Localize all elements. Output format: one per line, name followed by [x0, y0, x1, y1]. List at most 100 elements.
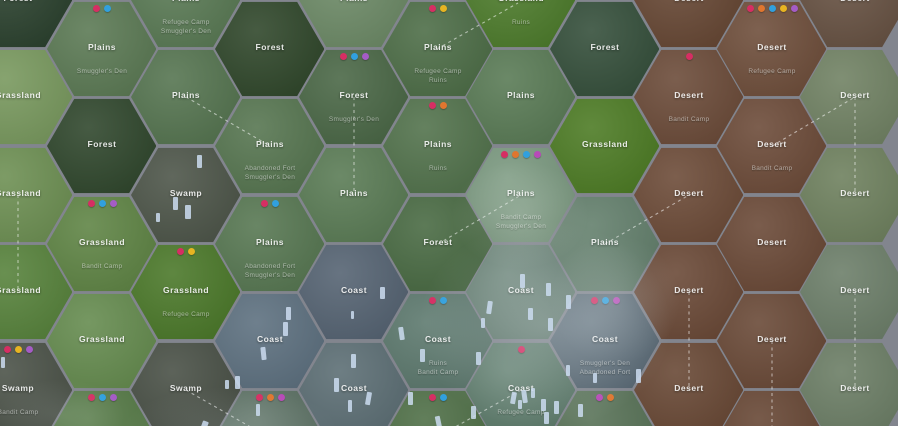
route-line — [436, 2, 519, 50]
unit-dot-pink[interactable] — [177, 248, 184, 255]
unit-dot-blue[interactable] — [768, 5, 776, 12]
debris-marker — [577, 403, 583, 417]
unit-dot-pink[interactable] — [746, 5, 754, 12]
debris-marker — [518, 399, 522, 409]
unit-dot-orange[interactable] — [440, 102, 447, 109]
unit-dot-yellow[interactable] — [779, 5, 787, 12]
unit-dot-pink[interactable] — [429, 102, 436, 109]
unit-dot-orange[interactable] — [266, 394, 274, 401]
unit-dot-orange[interactable] — [607, 394, 614, 401]
unit-dot-pink[interactable] — [87, 394, 95, 401]
debris-marker — [527, 308, 533, 320]
debris-marker — [470, 405, 476, 419]
unit-dot-yellow[interactable] — [188, 248, 195, 255]
unit-dot-pink[interactable] — [429, 297, 436, 304]
route-line — [185, 389, 250, 426]
unit-dot-purple[interactable] — [790, 5, 798, 12]
debris-marker — [419, 348, 425, 362]
unit-dot-magenta[interactable] — [612, 297, 620, 304]
debris-marker — [545, 282, 551, 296]
debris-marker — [256, 404, 260, 416]
unit-dot-blue[interactable] — [98, 200, 106, 207]
unit-dot-magenta[interactable] — [277, 394, 285, 401]
unit-dot-pink[interactable] — [87, 200, 95, 207]
unit-dot-pink[interactable] — [517, 346, 525, 353]
unit-dot-yellow[interactable] — [14, 346, 22, 353]
unit-dot-pink[interactable] — [429, 5, 436, 12]
unit-dot-row — [459, 346, 583, 353]
unit-dot-row — [40, 394, 164, 401]
unit-dot-blue[interactable] — [350, 53, 358, 60]
debris-marker — [509, 391, 517, 405]
unit-dot-orange[interactable] — [512, 151, 519, 158]
unit-dot-blue[interactable] — [601, 297, 609, 304]
unit-dot-pink[interactable] — [685, 53, 693, 60]
debris-marker — [531, 388, 535, 398]
debris-marker — [348, 400, 352, 412]
unit-dot-row — [376, 5, 500, 12]
hex-tile-plains[interactable] — [466, 49, 576, 145]
unit-dot-row — [627, 53, 751, 60]
debris-marker — [350, 354, 356, 368]
unit-dot-purple[interactable] — [361, 53, 369, 60]
unit-dot-blue[interactable] — [104, 5, 111, 12]
unit-dot-blue[interactable] — [272, 200, 279, 207]
unit-dot-blue[interactable] — [440, 394, 447, 401]
debris-marker — [635, 369, 641, 383]
debris-marker — [434, 415, 442, 426]
debris-marker — [282, 322, 288, 336]
unit-dot-pink[interactable] — [501, 151, 508, 158]
unit-dot-row — [543, 297, 667, 304]
debris-marker — [285, 306, 291, 320]
unit-dot-row — [208, 394, 332, 401]
debris-marker — [407, 391, 413, 405]
unit-dot-purple[interactable] — [109, 200, 117, 207]
unit-dot-yellow[interactable] — [440, 5, 447, 12]
unit-dot-magenta[interactable] — [596, 394, 603, 401]
unit-dot-row — [710, 5, 834, 12]
unit-dot-pink[interactable] — [255, 394, 263, 401]
debris-marker — [1, 356, 5, 368]
unit-dot-purple[interactable] — [109, 394, 117, 401]
unit-dot-pink[interactable] — [339, 53, 347, 60]
debris-marker — [225, 379, 229, 389]
unit-dot-row — [376, 102, 500, 109]
unit-dot-row — [376, 297, 500, 304]
debris-marker — [397, 326, 405, 340]
debris-marker — [259, 346, 267, 360]
debris-marker — [350, 311, 354, 319]
debris-marker — [553, 400, 559, 414]
unit-dot-magenta[interactable] — [534, 151, 541, 158]
debris-marker — [185, 205, 191, 219]
debris-marker — [379, 287, 385, 299]
unit-dot-pink[interactable] — [590, 297, 598, 304]
unit-dot-row — [124, 248, 248, 255]
unit-dot-blue[interactable] — [440, 297, 447, 304]
unit-dot-pink[interactable] — [3, 346, 11, 353]
unit-dot-blue[interactable] — [98, 394, 106, 401]
route-line — [771, 96, 856, 147]
unit-dot-purple[interactable] — [25, 346, 33, 353]
unit-dot-pink[interactable] — [429, 394, 436, 401]
debris-marker — [156, 212, 160, 222]
unit-dot-row — [208, 200, 332, 207]
debris-marker — [333, 378, 339, 392]
unit-dot-blue[interactable] — [523, 151, 530, 158]
unit-dot-row — [459, 151, 583, 158]
unit-dot-row — [543, 394, 667, 401]
unit-dot-row — [376, 394, 500, 401]
unit-dot-pink[interactable] — [261, 200, 268, 207]
unit-dot-row — [0, 346, 80, 353]
debris-marker — [199, 420, 209, 426]
unit-dot-orange[interactable] — [757, 5, 765, 12]
debris-marker — [540, 399, 546, 411]
debris-marker — [485, 300, 493, 314]
debris-marker — [565, 295, 571, 309]
debris-marker — [519, 274, 525, 288]
debris-marker — [593, 373, 597, 383]
unit-dot-pink[interactable] — [93, 5, 100, 12]
unit-dot-row — [40, 5, 164, 12]
